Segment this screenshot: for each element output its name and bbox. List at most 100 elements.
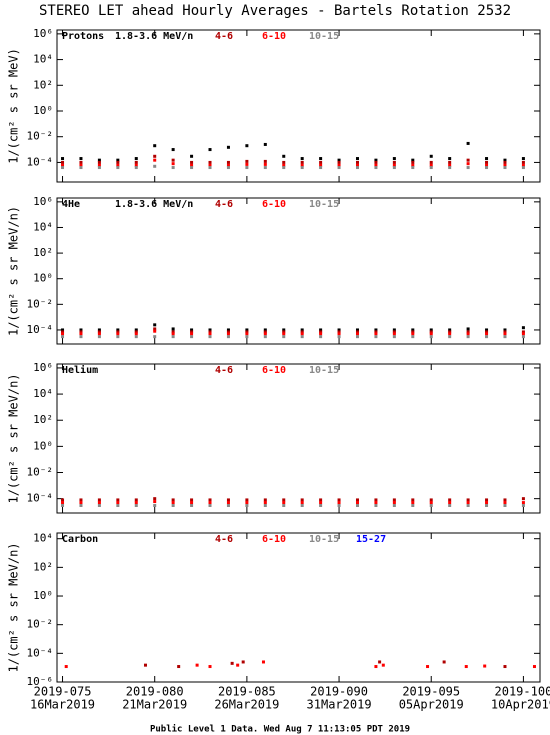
data-point xyxy=(503,498,507,502)
data-point xyxy=(79,163,83,167)
data-point xyxy=(485,332,489,336)
y-tick-label: 10² xyxy=(33,560,53,573)
data-point xyxy=(171,148,175,152)
data-point xyxy=(521,157,525,161)
data-point xyxy=(226,501,230,505)
data-point xyxy=(116,166,120,170)
data-point xyxy=(429,332,433,336)
data-point xyxy=(448,501,452,505)
data-point xyxy=(374,503,378,507)
data-point xyxy=(282,166,286,170)
data-point xyxy=(79,330,83,334)
panel-species: Protons xyxy=(62,31,104,42)
data-point xyxy=(392,328,396,332)
data-point xyxy=(466,330,470,334)
data-point xyxy=(355,332,359,336)
y-axis-label: 1/(cm² s sr MeV/n) xyxy=(7,542,21,672)
data-point xyxy=(300,157,304,161)
data-point xyxy=(374,163,378,167)
data-point xyxy=(97,160,101,164)
data-point xyxy=(171,327,175,331)
data-point xyxy=(503,501,507,505)
data-point xyxy=(300,498,304,502)
data-point xyxy=(429,154,433,158)
data-point xyxy=(245,335,249,339)
x-tick-label: 2019-080 xyxy=(126,685,184,699)
data-point xyxy=(153,500,157,504)
data-point xyxy=(177,665,181,669)
data-point xyxy=(485,498,489,502)
data-point xyxy=(429,330,433,334)
data-point xyxy=(263,330,267,334)
data-point xyxy=(521,330,525,334)
data-point xyxy=(411,335,415,339)
data-point xyxy=(190,154,194,158)
y-tick-label: 10⁻⁴ xyxy=(27,155,54,168)
data-point xyxy=(466,158,470,162)
y-tick-label: 10⁰ xyxy=(33,272,53,285)
data-point xyxy=(300,328,304,332)
data-point xyxy=(300,330,304,334)
data-point xyxy=(153,154,157,158)
data-point xyxy=(208,501,212,505)
data-point xyxy=(245,166,249,170)
data-point xyxy=(208,335,212,339)
data-point xyxy=(195,663,199,667)
data-point xyxy=(153,323,157,327)
data-point xyxy=(521,166,525,170)
data-point xyxy=(448,498,452,502)
data-point xyxy=(134,328,138,332)
data-point xyxy=(392,501,396,505)
data-point xyxy=(134,498,138,502)
data-point xyxy=(429,328,433,332)
data-point xyxy=(61,498,65,502)
data-point xyxy=(245,498,249,502)
data-point xyxy=(448,166,452,170)
data-point xyxy=(319,166,323,170)
data-point xyxy=(226,328,230,332)
data-point xyxy=(241,660,245,664)
data-point xyxy=(226,332,230,336)
data-point xyxy=(355,503,359,507)
data-point xyxy=(355,163,359,167)
y-tick-label: 10² xyxy=(33,246,53,259)
data-point xyxy=(319,498,323,502)
data-point xyxy=(282,498,286,502)
data-point xyxy=(97,330,101,334)
data-point xyxy=(337,498,341,502)
y-tick-label: 10⁴ xyxy=(33,387,53,400)
data-point xyxy=(319,503,323,507)
data-point xyxy=(208,328,212,332)
data-point xyxy=(153,144,157,148)
data-point xyxy=(190,328,194,332)
data-point xyxy=(190,166,194,170)
x-tick-label: 2019-095 xyxy=(402,685,460,699)
legend-entry: 6-10 xyxy=(262,534,286,545)
data-point xyxy=(79,332,83,336)
data-point xyxy=(226,335,230,339)
legend-entry: 6-10 xyxy=(262,199,286,210)
data-point xyxy=(485,503,489,507)
data-point xyxy=(263,503,267,507)
panel-species: 4He xyxy=(62,199,80,210)
data-point xyxy=(245,503,249,507)
data-point xyxy=(171,330,175,334)
data-point xyxy=(337,330,341,334)
data-point xyxy=(411,501,415,505)
y-tick-label: 10⁶ xyxy=(33,27,53,40)
data-point xyxy=(171,162,175,166)
data-point xyxy=(521,160,525,164)
data-point xyxy=(374,665,378,669)
data-point xyxy=(282,154,286,158)
data-point xyxy=(79,160,83,164)
data-point xyxy=(282,330,286,334)
data-point xyxy=(355,328,359,332)
data-point xyxy=(190,498,194,502)
data-point xyxy=(116,332,120,336)
plot-frame xyxy=(56,532,541,683)
data-point xyxy=(466,498,470,502)
legend-entry: 1.8-3.6 MeV/n xyxy=(115,199,193,210)
data-point xyxy=(429,163,433,167)
data-point xyxy=(208,332,212,336)
